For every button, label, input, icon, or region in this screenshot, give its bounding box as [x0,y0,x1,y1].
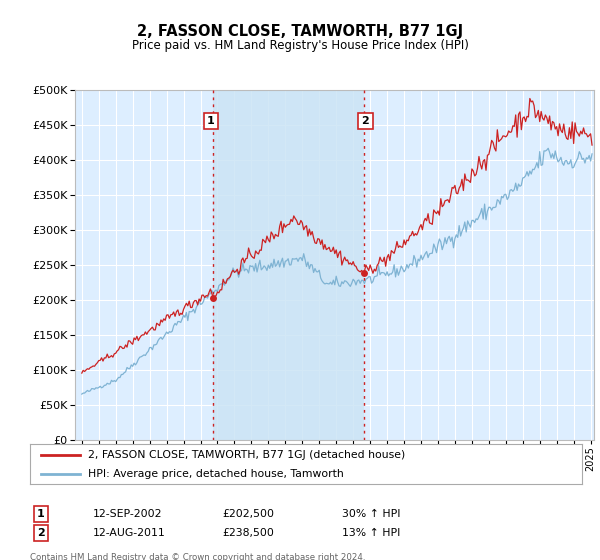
Text: 13% ↑ HPI: 13% ↑ HPI [342,528,400,538]
Text: 2, FASSON CLOSE, TAMWORTH, B77 1GJ (detached house): 2, FASSON CLOSE, TAMWORTH, B77 1GJ (deta… [88,450,405,460]
Bar [212,90,364,440]
Text: Contains HM Land Registry data © Crown copyright and database right 2024.
This d: Contains HM Land Registry data © Crown c… [30,553,365,560]
Text: £238,500: £238,500 [222,528,274,538]
Text: Price paid vs. HM Land Registry's House Price Index (HPI): Price paid vs. HM Land Registry's House … [131,39,469,52]
Text: £202,500: £202,500 [222,509,274,519]
Text: 1: 1 [37,509,44,519]
Text: 2: 2 [361,116,369,126]
Text: 12-SEP-2002: 12-SEP-2002 [93,509,163,519]
Text: 2, FASSON CLOSE, TAMWORTH, B77 1GJ: 2, FASSON CLOSE, TAMWORTH, B77 1GJ [137,24,463,39]
Text: 30% ↑ HPI: 30% ↑ HPI [342,509,401,519]
Text: 1: 1 [207,116,215,126]
Text: 12-AUG-2011: 12-AUG-2011 [93,528,166,538]
Text: 2: 2 [37,528,44,538]
Text: HPI: Average price, detached house, Tamworth: HPI: Average price, detached house, Tamw… [88,469,344,479]
